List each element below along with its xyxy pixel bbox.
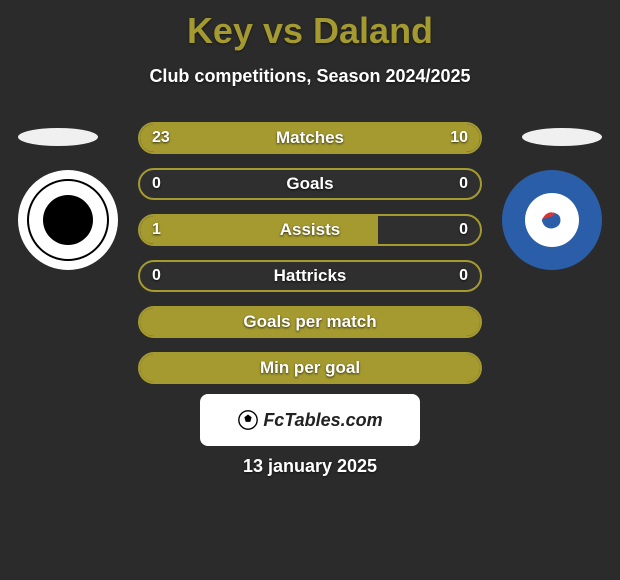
stat-row-assists: 1 Assists 0 <box>138 214 482 246</box>
team-badge-left <box>18 170 118 270</box>
stat-label: Goals <box>140 170 480 198</box>
soccer-ball-icon <box>237 409 259 431</box>
stat-row-goals-per-match: Goals per match <box>138 306 482 338</box>
footer-brand-bar[interactable]: FcTables.com <box>200 394 420 446</box>
stat-value-right: 10 <box>450 124 468 152</box>
stat-label: Assists <box>140 216 480 244</box>
stat-row-matches: 23 Matches 10 <box>138 122 482 154</box>
stat-label: Goals per match <box>140 308 480 336</box>
stat-row-min-per-goal: Min per goal <box>138 352 482 384</box>
stat-value-right: 0 <box>459 262 468 290</box>
player-photo-right <box>522 128 602 146</box>
swan-icon <box>43 195 93 245</box>
team-badge-right <box>502 170 602 270</box>
stat-label: Hattricks <box>140 262 480 290</box>
date-text: 13 january 2025 <box>0 456 620 477</box>
footer-brand-text: FcTables.com <box>263 410 382 431</box>
cardiff-badge-circle <box>525 193 579 247</box>
bluebird-icon <box>535 203 569 237</box>
subtitle: Club competitions, Season 2024/2025 <box>0 66 620 87</box>
fctables-logo: FcTables.com <box>237 409 382 431</box>
player-photo-left <box>18 128 98 146</box>
stat-row-goals: 0 Goals 0 <box>138 168 482 200</box>
swansea-badge-ring <box>27 179 109 261</box>
stat-value-right: 0 <box>459 170 468 198</box>
stat-label: Matches <box>140 124 480 152</box>
page-title: Key vs Daland <box>0 0 620 52</box>
stat-row-hattricks: 0 Hattricks 0 <box>138 260 482 292</box>
stat-value-right: 0 <box>459 216 468 244</box>
stat-label: Min per goal <box>140 354 480 382</box>
stats-container: 23 Matches 10 0 Goals 0 1 Assists 0 0 Ha… <box>138 122 482 398</box>
